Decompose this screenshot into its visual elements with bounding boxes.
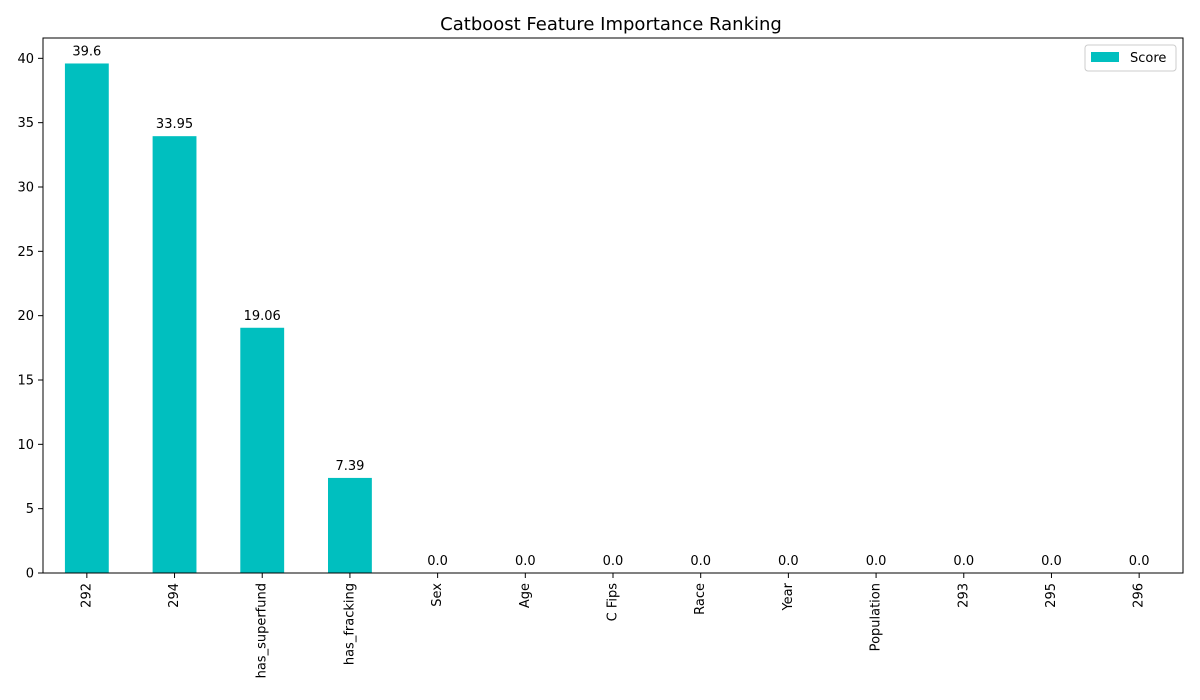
x-tick-label: 296 bbox=[1132, 583, 1147, 608]
y-tick-label: 20 bbox=[17, 309, 34, 324]
bar-value-label: 0.0 bbox=[515, 554, 536, 569]
y-tick-label: 15 bbox=[17, 373, 34, 388]
x-tick-label: 292 bbox=[79, 583, 94, 608]
legend-box bbox=[1084, 44, 1177, 72]
bar-294 bbox=[152, 136, 197, 573]
x-tick-label: 295 bbox=[1044, 583, 1059, 608]
bar-value-label: 33.95 bbox=[156, 117, 193, 132]
bar-value-label: 0.0 bbox=[953, 554, 974, 569]
chart-title: Catboost Feature Importance Ranking bbox=[440, 14, 782, 35]
bar-value-label: 0.0 bbox=[1129, 554, 1150, 569]
bar-value-label: 0.0 bbox=[778, 554, 799, 569]
legend-label: Score bbox=[1130, 51, 1166, 66]
bar-has-superfund bbox=[240, 327, 285, 573]
y-tick-label: 35 bbox=[17, 116, 34, 131]
x-tick-label: Population bbox=[869, 583, 884, 651]
y-tick-label: 5 bbox=[26, 502, 34, 517]
bar-value-label: 0.0 bbox=[1041, 554, 1062, 569]
legend-swatch bbox=[1091, 52, 1119, 62]
x-tick-label: Race bbox=[693, 583, 708, 615]
bar-292 bbox=[64, 63, 109, 573]
x-tick-label: Year bbox=[781, 582, 796, 611]
bar-value-label: 7.39 bbox=[335, 459, 364, 474]
bar-value-label: 0.0 bbox=[427, 554, 448, 569]
x-tick-label: 293 bbox=[956, 583, 971, 608]
x-tick-label: 294 bbox=[167, 583, 182, 608]
y-tick-label: 0 bbox=[26, 567, 34, 582]
bar-value-labels: 39.6 33.95 19.06 7.39 0.0 0.0 0.0 0.0 0.0 0.0 0.0 0… bbox=[72, 44, 1149, 569]
x-tick-label: C Fips bbox=[606, 583, 621, 622]
y-tick-label: 25 bbox=[17, 245, 34, 260]
bar-value-label: 0.0 bbox=[603, 554, 624, 569]
y-tick-label: 10 bbox=[17, 438, 34, 453]
x-tick-label: has_fracking bbox=[342, 583, 357, 665]
y-tick-label: 30 bbox=[17, 180, 34, 195]
x-tick-label: Age bbox=[518, 583, 533, 608]
bar-value-label: 39.6 bbox=[72, 44, 101, 59]
bar-value-label: 0.0 bbox=[866, 554, 887, 569]
y-tick-label: 40 bbox=[17, 52, 34, 67]
legend: Score bbox=[1084, 44, 1177, 72]
bar-value-label: 0.0 bbox=[690, 554, 711, 569]
x-tick-label: Sex bbox=[430, 583, 445, 607]
plot-frame bbox=[42, 37, 1184, 574]
bars bbox=[64, 63, 372, 573]
bar-has-fracking bbox=[328, 477, 372, 573]
x-axis: 292 294 has_superfund has_fracking Sex Age C F… bbox=[79, 573, 1147, 678]
bar-value-label: 19.06 bbox=[244, 309, 281, 324]
y-axis: 0 5 10 15 20 25 30 35 40 bbox=[17, 52, 43, 582]
x-tick-label: has_superfund bbox=[255, 583, 270, 678]
